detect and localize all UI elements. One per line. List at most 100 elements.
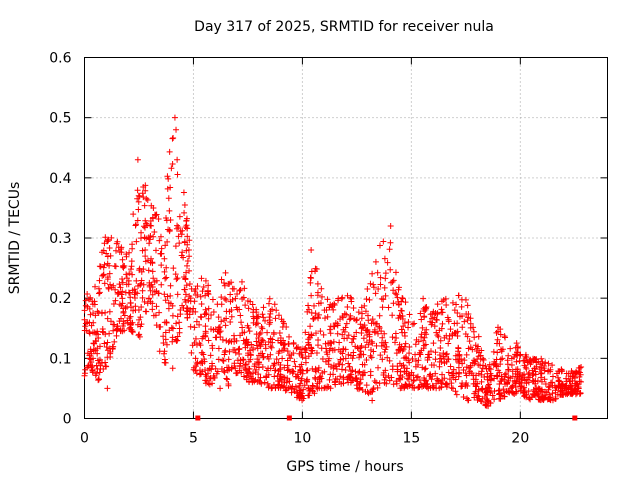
data-point bbox=[465, 397, 472, 404]
data-point bbox=[250, 346, 257, 353]
data-point bbox=[376, 242, 383, 249]
data-point bbox=[487, 376, 494, 383]
data-point bbox=[237, 363, 244, 370]
data-point bbox=[308, 247, 315, 254]
data-point bbox=[337, 356, 344, 363]
data-point bbox=[522, 353, 529, 360]
data-point bbox=[409, 384, 416, 391]
data-point bbox=[187, 323, 194, 330]
data-point bbox=[149, 268, 156, 275]
data-point bbox=[146, 240, 153, 247]
data-point bbox=[393, 380, 400, 387]
data-point bbox=[297, 366, 304, 373]
data-point bbox=[312, 330, 319, 337]
data-point bbox=[209, 345, 216, 352]
data-point bbox=[155, 290, 162, 297]
data-point bbox=[484, 388, 491, 395]
data-point bbox=[218, 318, 225, 325]
data-point bbox=[315, 300, 322, 307]
data-point bbox=[94, 328, 101, 335]
data-point bbox=[416, 384, 423, 391]
data-point bbox=[222, 347, 229, 354]
data-point bbox=[376, 312, 383, 319]
x-tick-labels: 0 5 10 15 20 bbox=[80, 431, 529, 447]
data-point bbox=[371, 377, 378, 384]
data-point bbox=[389, 334, 396, 341]
data-point bbox=[347, 352, 354, 359]
data-point bbox=[218, 294, 225, 301]
data-point bbox=[307, 387, 314, 394]
data-point bbox=[94, 350, 101, 357]
data-point bbox=[370, 319, 377, 326]
data-point bbox=[393, 350, 400, 357]
data-point bbox=[132, 221, 139, 228]
data-point bbox=[190, 366, 197, 373]
data-point bbox=[124, 275, 131, 282]
data-point bbox=[235, 346, 242, 353]
data-point bbox=[372, 258, 379, 265]
data-point bbox=[172, 271, 179, 278]
data-point bbox=[578, 364, 585, 371]
data-point bbox=[400, 323, 407, 330]
data-point bbox=[305, 302, 312, 309]
data-point bbox=[242, 361, 249, 368]
data-point bbox=[361, 361, 368, 368]
data-point bbox=[381, 255, 388, 262]
data-point bbox=[483, 402, 490, 409]
data-point bbox=[361, 302, 368, 309]
data-point bbox=[372, 290, 379, 297]
data-point bbox=[96, 289, 103, 296]
data-point bbox=[297, 346, 304, 353]
data-point bbox=[463, 351, 470, 358]
data-point bbox=[107, 281, 114, 288]
data-point bbox=[305, 331, 312, 338]
data-point bbox=[514, 343, 521, 350]
data-point bbox=[170, 135, 177, 142]
data-point bbox=[513, 366, 520, 373]
data-point bbox=[491, 396, 498, 403]
data-point bbox=[108, 318, 115, 325]
data-point bbox=[421, 308, 428, 315]
data-point bbox=[169, 302, 176, 309]
data-point bbox=[326, 376, 333, 383]
data-point bbox=[503, 370, 510, 377]
data-point bbox=[432, 356, 439, 363]
data-point bbox=[144, 197, 151, 204]
data-point bbox=[264, 380, 271, 387]
data-point bbox=[199, 288, 206, 295]
data-point bbox=[225, 356, 232, 363]
data-point bbox=[363, 339, 370, 346]
data-point bbox=[96, 369, 103, 376]
data-point bbox=[352, 343, 359, 350]
data-point bbox=[330, 306, 337, 313]
data-point bbox=[487, 389, 494, 396]
data-point bbox=[142, 187, 149, 194]
zero-value-marker bbox=[286, 415, 292, 421]
data-point bbox=[462, 330, 469, 337]
data-point bbox=[216, 329, 223, 336]
data-point bbox=[126, 270, 133, 277]
data-point bbox=[197, 313, 204, 320]
data-point bbox=[103, 363, 110, 370]
data-point bbox=[210, 372, 217, 379]
data-point bbox=[162, 275, 169, 282]
data-point bbox=[471, 334, 478, 341]
data-point bbox=[497, 331, 504, 338]
data-point bbox=[275, 337, 282, 344]
data-point bbox=[166, 207, 173, 214]
data-point bbox=[84, 303, 91, 310]
data-point bbox=[259, 350, 266, 357]
data-point bbox=[189, 308, 196, 315]
data-point bbox=[402, 299, 409, 306]
data-point bbox=[411, 385, 418, 392]
data-point bbox=[454, 320, 461, 327]
data-point bbox=[182, 276, 189, 283]
data-point bbox=[482, 399, 489, 406]
data-point bbox=[127, 294, 134, 301]
data-point bbox=[461, 318, 468, 325]
data-point bbox=[522, 364, 529, 371]
data-point bbox=[225, 364, 232, 371]
data-point bbox=[215, 314, 222, 321]
data-point bbox=[141, 298, 148, 305]
